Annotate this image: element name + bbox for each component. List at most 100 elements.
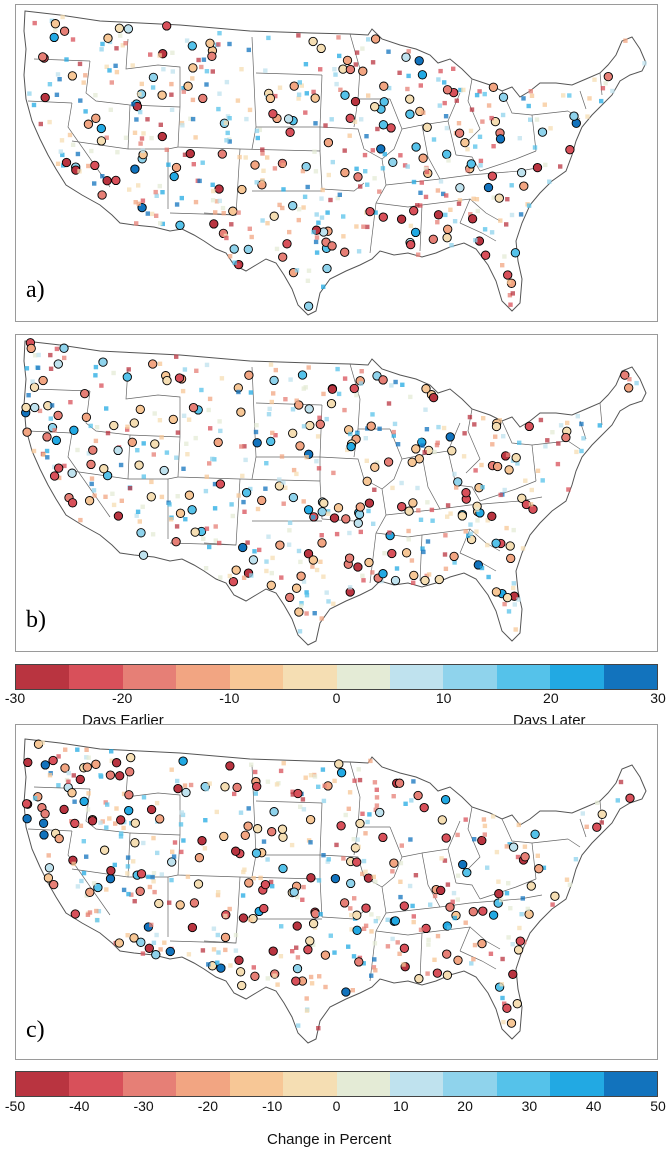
- station-marker: [174, 202, 180, 207]
- station-marker: [164, 147, 169, 152]
- colorbar-tick-label: -50: [4, 1098, 26, 1114]
- station-marker-significant: [181, 787, 191, 798]
- station-marker: [58, 149, 63, 154]
- station-marker: [306, 268, 312, 273]
- station-marker-significant: [113, 511, 124, 521]
- station-marker: [311, 942, 316, 947]
- station-marker-significant: [457, 511, 467, 521]
- station-marker: [157, 418, 163, 423]
- station-marker-significant: [155, 814, 165, 824]
- station-marker: [168, 517, 174, 522]
- station-marker: [193, 435, 198, 441]
- station-marker: [169, 877, 174, 883]
- station-marker-significant: [515, 936, 525, 946]
- station-marker-significant: [98, 357, 108, 367]
- station-marker: [325, 210, 330, 215]
- station-marker-significant: [129, 933, 139, 943]
- station-marker: [204, 69, 210, 74]
- station-marker: [260, 218, 265, 223]
- station-marker: [444, 193, 449, 198]
- station-marker: [474, 92, 480, 98]
- station-marker: [149, 922, 154, 928]
- station-marker-significant: [252, 781, 262, 792]
- station-marker: [227, 254, 233, 259]
- station-marker: [387, 530, 392, 535]
- station-marker: [154, 932, 159, 938]
- station-marker: [265, 976, 270, 981]
- station-marker: [468, 128, 474, 134]
- station-marker: [391, 794, 396, 799]
- station-marker: [348, 906, 353, 911]
- station-marker: [465, 147, 470, 152]
- station-marker: [347, 530, 352, 536]
- station-marker: [200, 160, 205, 165]
- station-marker: [363, 831, 368, 836]
- station-marker-significant: [243, 821, 253, 831]
- station-marker: [304, 590, 309, 595]
- station-marker-significant: [396, 214, 407, 224]
- station-marker: [323, 123, 328, 128]
- station-marker-significant: [449, 551, 459, 562]
- station-marker: [479, 462, 484, 468]
- station-marker-significant: [53, 410, 63, 421]
- station-marker-significant: [171, 537, 181, 547]
- station-marker: [442, 552, 448, 557]
- station-marker-significant: [159, 465, 169, 476]
- station-marker: [386, 401, 392, 406]
- station-marker: [297, 80, 302, 85]
- station-marker-significant: [49, 32, 59, 43]
- station-marker: [311, 89, 316, 95]
- station-marker: [507, 293, 513, 298]
- station-marker: [385, 917, 390, 922]
- station-marker: [425, 500, 430, 505]
- station-marker: [468, 522, 473, 527]
- state-border: [167, 146, 179, 150]
- station-marker-significant: [565, 145, 575, 155]
- station-marker: [439, 856, 444, 861]
- station-marker: [287, 520, 293, 525]
- station-marker-significant: [296, 571, 306, 581]
- station-marker: [297, 629, 303, 634]
- station-marker: [93, 364, 99, 370]
- station-marker: [252, 549, 257, 554]
- station-marker: [274, 782, 280, 787]
- station-marker-significant: [303, 945, 313, 955]
- station-marker-significant: [305, 936, 315, 946]
- station-marker: [373, 210, 378, 215]
- station-marker: [181, 413, 187, 418]
- station-marker: [219, 376, 225, 381]
- station-marker-significant: [69, 425, 79, 435]
- state-border: [567, 440, 581, 450]
- station-marker: [227, 906, 232, 912]
- station-marker: [151, 940, 157, 945]
- station-marker-significant: [624, 383, 634, 393]
- station-marker: [489, 230, 495, 235]
- station-marker: [201, 536, 206, 541]
- station-marker: [301, 579, 307, 584]
- station-marker: [55, 72, 61, 77]
- station-marker: [398, 894, 403, 900]
- station-marker: [104, 135, 109, 140]
- station-marker: [505, 452, 511, 457]
- station-marker: [504, 222, 509, 227]
- station-marker: [214, 199, 220, 204]
- station-marker-significant: [414, 56, 424, 66]
- station-marker-significant: [183, 81, 193, 91]
- station-marker: [320, 767, 326, 772]
- station-marker: [254, 180, 259, 185]
- station-marker: [416, 508, 421, 513]
- station-marker-significant: [30, 402, 40, 413]
- colorbar-tick-label: -10: [219, 690, 240, 706]
- station-marker: [538, 417, 544, 423]
- station-marker-significant: [520, 852, 530, 862]
- station-marker: [372, 176, 377, 181]
- station-marker: [290, 789, 295, 794]
- station-marker-significant: [38, 818, 49, 828]
- station-marker: [432, 957, 437, 962]
- station-marker: [227, 41, 232, 47]
- station-marker: [328, 197, 333, 203]
- colorbar-swatch: [550, 665, 604, 689]
- station-marker-significant: [22, 427, 32, 437]
- state-border: [71, 868, 129, 878]
- station-marker: [452, 471, 457, 477]
